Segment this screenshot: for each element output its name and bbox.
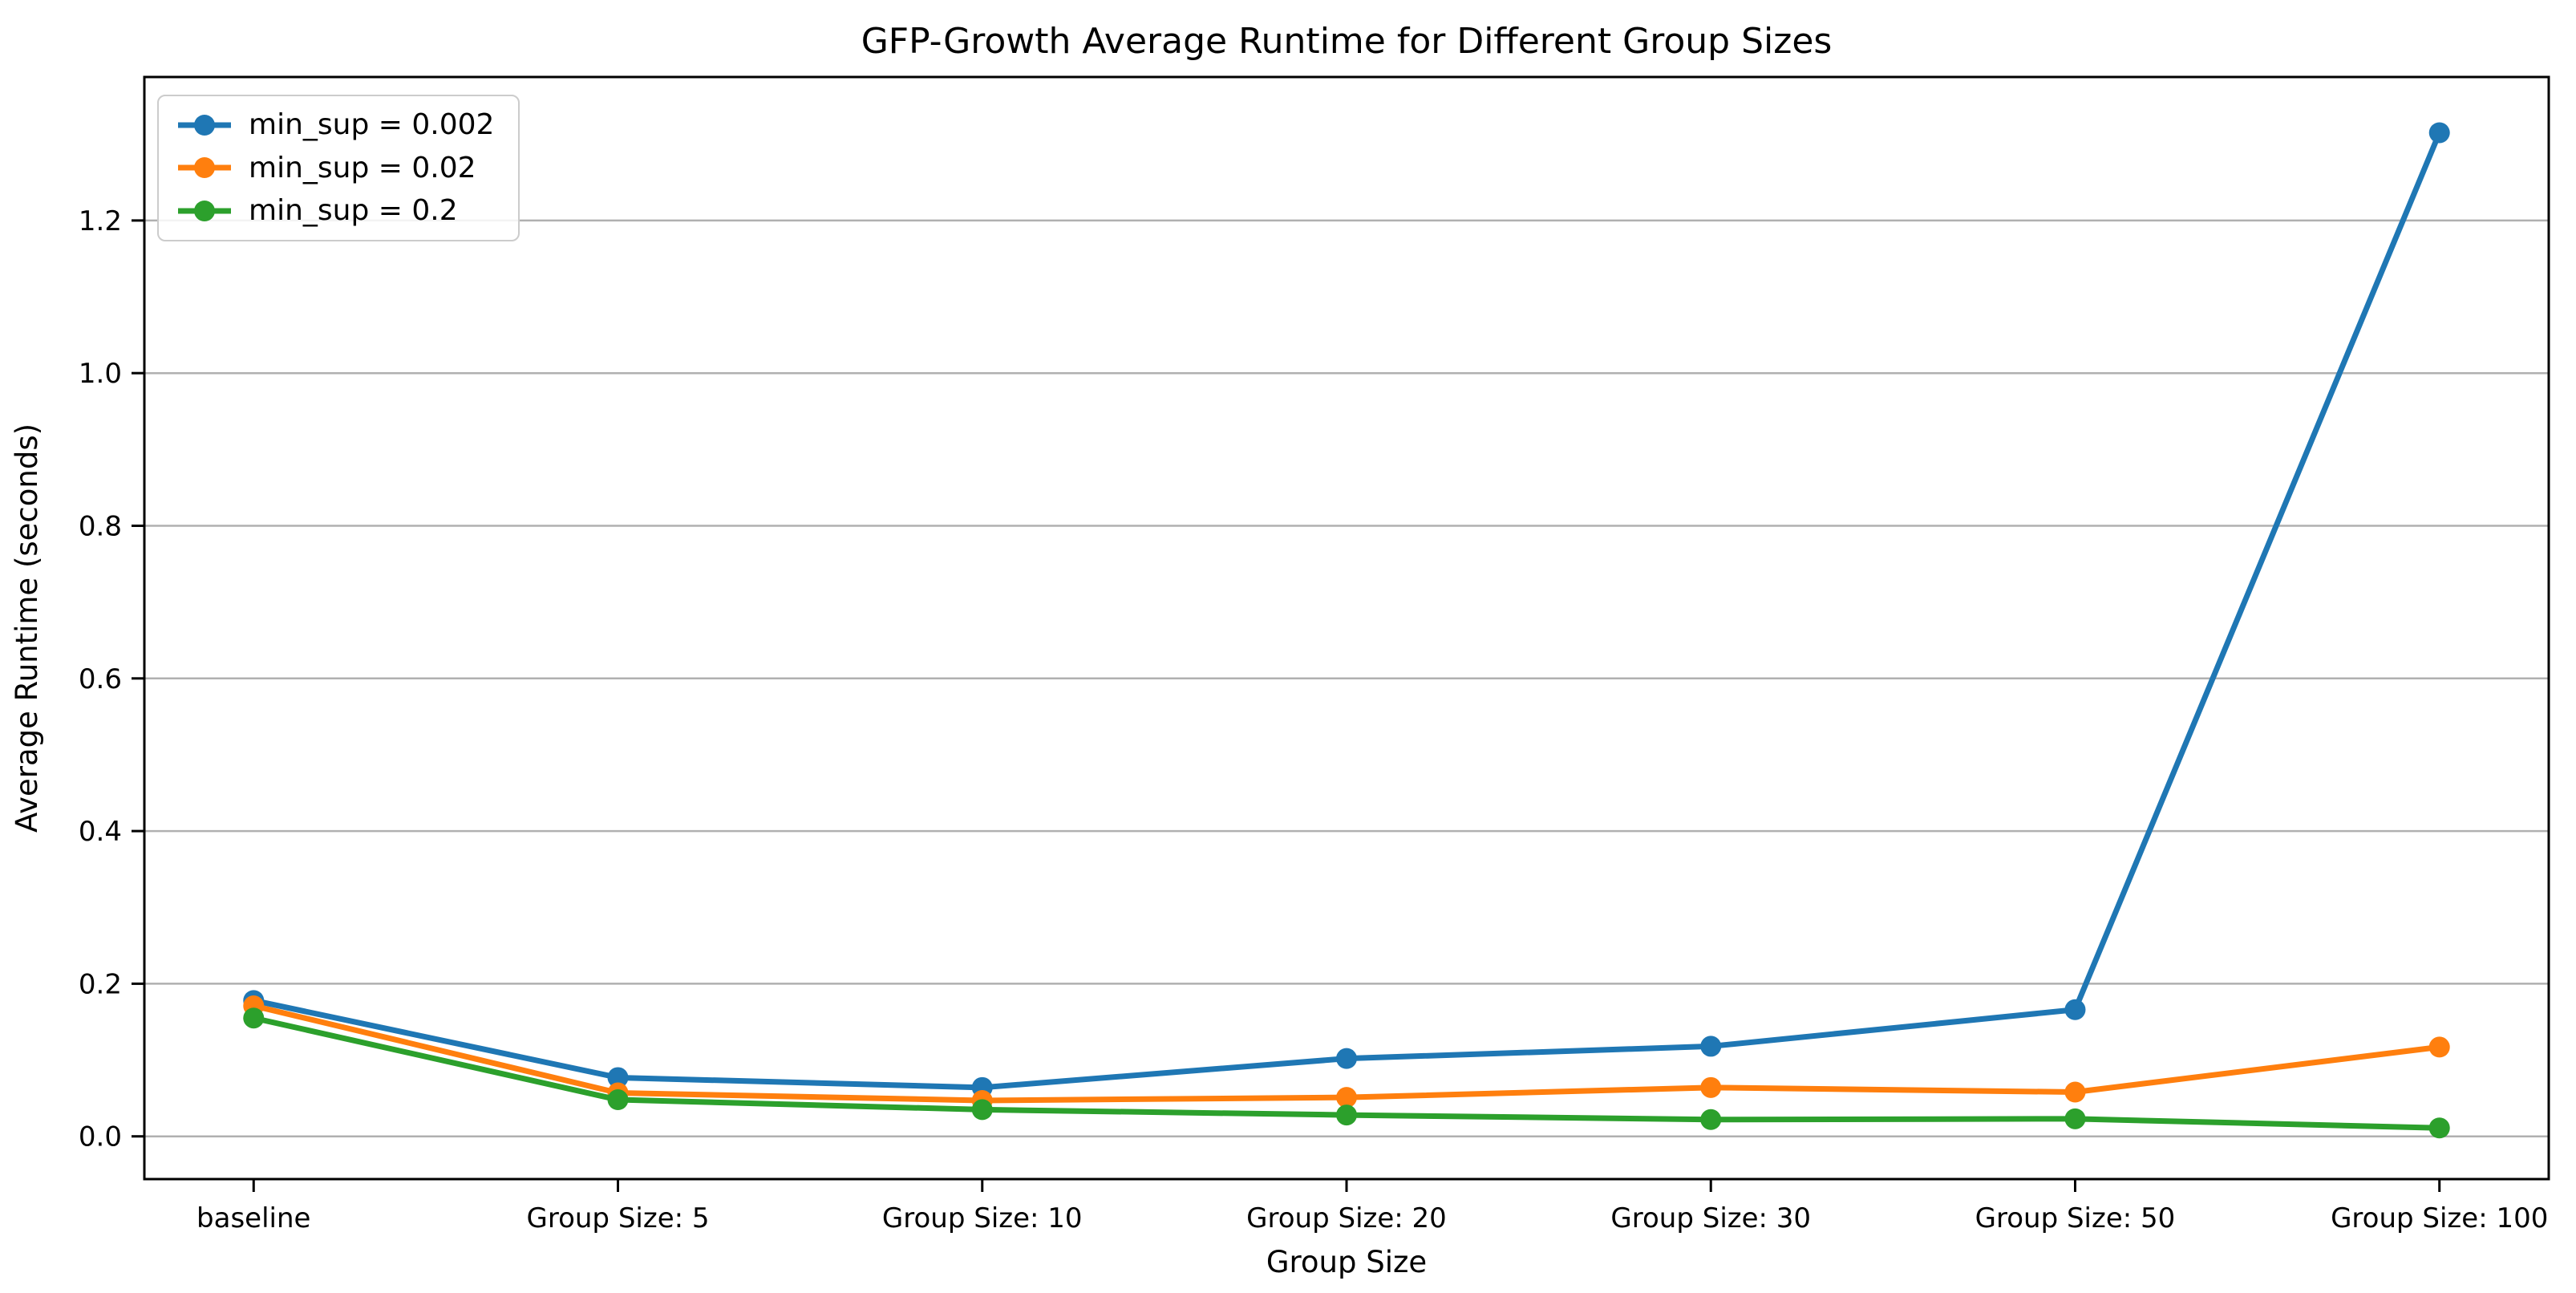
data-point-marker <box>1336 1048 1357 1069</box>
data-point-marker <box>2064 1081 2086 1103</box>
data-point-marker <box>2428 1117 2450 1139</box>
legend-entry: min_sup = 0.002 <box>176 109 494 141</box>
legend-label: min_sup = 0.002 <box>249 108 495 141</box>
x-tick-label: Group Size: 100 <box>2331 1202 2548 1234</box>
legend-label: min_sup = 0.2 <box>249 194 458 228</box>
legend-line-marker-icon <box>178 157 231 179</box>
legend-entry: min_sup = 0.2 <box>176 195 494 227</box>
series-line <box>250 129 2443 1091</box>
x-tick-label: Group Size: 5 <box>527 1202 710 1234</box>
chart-title: GFP-Growth Average Runtime for Different… <box>861 21 1833 62</box>
y-tick-label: 0.2 <box>79 968 122 1000</box>
x-tick-label: baseline <box>196 1202 310 1234</box>
axes-layer <box>132 75 2550 1192</box>
y-tick-label: 0.4 <box>79 816 122 848</box>
x-tick-label: Group Size: 20 <box>1246 1202 1447 1234</box>
y-tick-label: 0.8 <box>79 510 122 542</box>
legend-entry: min_sup = 0.02 <box>176 152 494 184</box>
legend-label: min_sup = 0.02 <box>249 151 476 184</box>
grid-layer <box>144 219 2549 1137</box>
y-tick-label: 1.0 <box>79 358 122 390</box>
legend: min_sup = 0.002 min_sup = 0.02 min_sup = 0… <box>157 95 520 241</box>
data-point-marker <box>2428 1036 2450 1058</box>
y-tick-label: 0.0 <box>79 1121 122 1153</box>
y-tick-label: 1.2 <box>79 205 122 237</box>
legend-line-marker-icon <box>178 114 231 136</box>
data-point-marker <box>243 1007 265 1029</box>
data-point-marker <box>1336 1105 1357 1126</box>
x-axis-label: Group Size <box>1266 1245 1427 1279</box>
data-point-marker <box>1700 1076 1722 1098</box>
x-tick-label: Group Size: 10 <box>882 1202 1083 1234</box>
series-layer <box>243 122 2450 1139</box>
data-point-marker <box>2428 122 2450 144</box>
y-axis-label: Average Runtime (seconds) <box>10 424 44 833</box>
data-point-marker <box>2064 1108 2086 1129</box>
data-point-marker <box>1700 1109 1722 1130</box>
x-tick-label: Group Size: 30 <box>1610 1202 1811 1234</box>
axes-spines <box>143 75 2550 1181</box>
data-point-marker <box>2064 999 2086 1020</box>
y-tick-label: 0.6 <box>79 663 122 695</box>
legend-marker-dot <box>194 157 215 179</box>
data-point-marker <box>607 1089 629 1111</box>
data-point-marker <box>1700 1036 1722 1057</box>
data-point-marker <box>1336 1087 1357 1109</box>
legend-line-marker-icon <box>178 200 231 221</box>
x-tick-label: Group Size: 50 <box>1975 1202 2176 1234</box>
legend-marker-dot <box>194 114 215 136</box>
tick-label-layer: 0.0 0.2 0.4 0.6 0.8 1.0 1.2 baseline Group Size:… <box>79 205 2548 1234</box>
data-point-marker <box>607 1067 629 1088</box>
data-point-marker <box>971 1099 993 1121</box>
legend-marker-dot <box>194 200 215 221</box>
